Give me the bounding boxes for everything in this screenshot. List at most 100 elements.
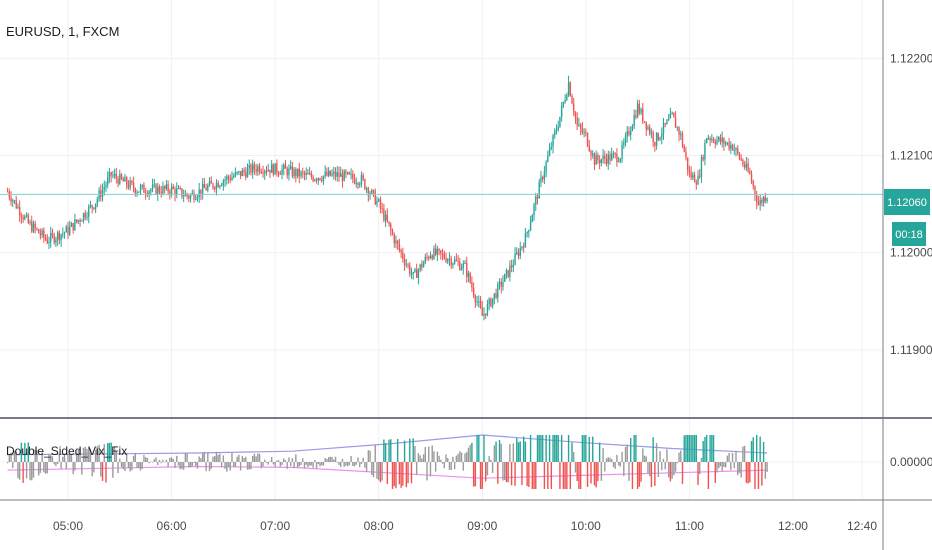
candle-body	[376, 200, 378, 205]
histogram-bar	[628, 462, 630, 481]
candle-body	[257, 166, 259, 172]
candle-body	[476, 301, 478, 303]
histogram-bar	[402, 462, 404, 486]
candle-body	[219, 185, 221, 188]
candle-body	[77, 220, 80, 222]
symbol-title[interactable]: EURUSD, 1, FXCM	[6, 24, 119, 39]
histogram-bar	[264, 459, 266, 462]
candle-body	[592, 153, 594, 156]
candle-body	[193, 192, 195, 200]
histogram-bar	[417, 453, 420, 462]
histogram-bar	[583, 435, 585, 462]
candle-body	[419, 264, 421, 271]
histogram-bar	[466, 452, 468, 462]
histogram-bar	[472, 462, 475, 487]
price-tick-label[interactable]: 1.12100	[890, 149, 932, 163]
candle-body	[700, 157, 703, 177]
histogram-bar	[434, 462, 437, 472]
candle-body	[170, 186, 173, 194]
time-tick-label[interactable]: 10:00	[571, 519, 601, 533]
histogram-bar	[293, 462, 295, 469]
candle-body	[246, 168, 249, 178]
candle-body	[407, 264, 409, 266]
histogram-bar	[403, 440, 406, 462]
candle-body	[236, 172, 238, 174]
candle-body	[331, 173, 333, 176]
candle-body	[598, 159, 601, 164]
histogram-bar	[226, 462, 228, 472]
candle-body	[648, 127, 651, 134]
histogram-bar	[69, 453, 71, 462]
time-tick-label[interactable]: 08:00	[364, 519, 394, 533]
histogram-bar	[593, 462, 596, 486]
histogram-bar	[712, 435, 715, 462]
candle-body	[403, 259, 406, 265]
time-tick-label[interactable]: 12:40	[847, 519, 877, 533]
histogram-bar	[438, 455, 440, 462]
price-tick-label[interactable]: 1.12000	[890, 246, 932, 260]
candle-body	[699, 175, 701, 177]
price-tick-label[interactable]: 1.12200	[890, 51, 932, 65]
candle-body	[63, 232, 66, 234]
candle-body	[500, 282, 502, 287]
histogram-bar	[745, 462, 748, 483]
histogram-bar	[326, 459, 328, 462]
histogram-bar	[279, 462, 282, 467]
candle-body	[172, 186, 174, 189]
histogram-bar	[295, 454, 297, 462]
histogram-bar	[453, 462, 456, 470]
candle-body	[595, 155, 597, 165]
candle-body	[396, 240, 399, 245]
price-tick-label[interactable]: 1.11900	[890, 343, 932, 357]
histogram-bar	[233, 462, 235, 467]
price-axis-labels[interactable]: 1.12200 1.12100 1.12000 1.11900 0.00000	[890, 51, 932, 469]
candle-body	[578, 124, 580, 126]
histogram-bar	[246, 462, 249, 470]
histogram-bar	[138, 462, 140, 469]
indicator-tick-label[interactable]: 0.00000	[890, 455, 932, 469]
histogram-bar	[700, 457, 703, 462]
histogram-bar	[750, 441, 753, 462]
time-tick-label[interactable]: 12:00	[778, 519, 808, 533]
time-tick-label[interactable]: 11:00	[675, 519, 704, 533]
candle-body	[759, 199, 761, 205]
histogram-bar	[415, 462, 418, 476]
candle-body	[308, 173, 311, 175]
candle-body	[415, 269, 418, 278]
candle-body	[124, 177, 126, 182]
candle-body	[24, 216, 26, 220]
histogram-bar	[84, 446, 86, 462]
candle-body	[148, 191, 150, 196]
time-tick-label[interactable]: 06:00	[157, 519, 187, 533]
histogram-bar	[308, 462, 311, 466]
histogram-bar	[590, 462, 592, 484]
histogram-bar	[334, 456, 337, 462]
candle-body	[705, 138, 708, 144]
candle-body	[29, 221, 31, 224]
candle-body	[51, 233, 54, 235]
candle-body	[655, 133, 658, 146]
histogram-bar	[359, 462, 361, 468]
histogram-bar	[395, 462, 397, 489]
candle-body	[113, 173, 116, 176]
candle-body	[455, 259, 458, 261]
candle-body	[198, 189, 200, 198]
histogram-bar	[353, 462, 356, 467]
histogram-bar	[107, 443, 109, 462]
histogram-bar	[576, 462, 578, 482]
candle-body	[545, 161, 547, 172]
histogram-bar	[70, 454, 73, 462]
histogram-bar	[566, 462, 568, 489]
indicator-title[interactable]: Double_Sided_Vix_Fix	[6, 444, 127, 458]
candle-body	[566, 95, 568, 100]
time-tick-label[interactable]: 09:00	[467, 519, 497, 533]
time-axis-labels[interactable]: 05:00 06:00 07:00 08:00 09:00 10:00 11:00 12:00…	[53, 519, 877, 533]
candle-body	[766, 198, 768, 202]
candle-body	[657, 133, 660, 140]
time-tick-label[interactable]: 07:00	[260, 519, 290, 533]
time-tick-label[interactable]: 05:00	[53, 519, 83, 533]
candle-body	[150, 189, 152, 192]
candle-body	[607, 154, 609, 164]
candle-body	[120, 174, 123, 179]
histogram-bar	[455, 455, 458, 462]
